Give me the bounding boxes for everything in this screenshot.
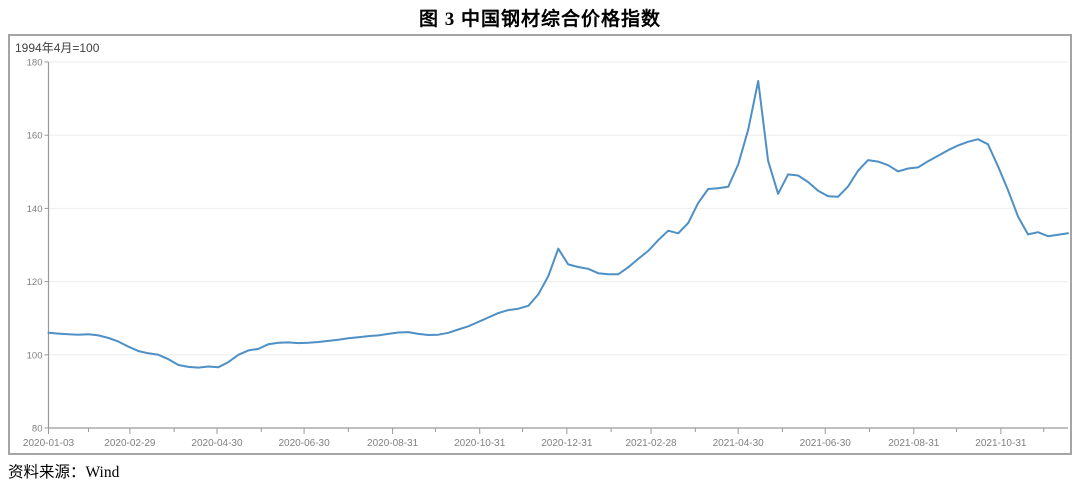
x-axis-label: 2020-12-31 <box>541 438 593 449</box>
price-index-chart: 80 100 120 140 160 180 2020-01-03 2020-02-29 202… <box>23 58 1069 449</box>
y-axis-label: 80 <box>32 424 43 435</box>
x-axis-label: 2020-01-03 <box>23 438 75 449</box>
y-axis-label: 180 <box>27 58 43 69</box>
index-line <box>47 80 1069 369</box>
x-axis-label: 2021-10-31 <box>975 438 1027 449</box>
x-axis-label: 2021-08-31 <box>888 438 940 449</box>
y-axis-label: 120 <box>27 277 43 288</box>
x-axis-label: 2021-06-30 <box>800 438 852 449</box>
x-axis-label: 2020-02-29 <box>104 438 156 449</box>
source-value: Wind <box>85 464 120 481</box>
y-axis-label: 160 <box>27 131 43 142</box>
x-axis-label: 2021-04-30 <box>713 438 765 449</box>
source-note: 资料来源：Wind <box>8 460 119 482</box>
index-base-note: 1994年4月=100 <box>15 41 100 55</box>
x-axis-label: 2021-02-28 <box>625 438 677 449</box>
x-axis-label: 2020-04-30 <box>191 438 243 449</box>
y-axis-label: 140 <box>27 204 43 215</box>
y-axis-label: 100 <box>27 350 43 361</box>
figure-title: 图 3 中国钢材综合价格指数 <box>418 9 661 30</box>
x-axis-label: 2020-08-31 <box>367 438 419 449</box>
x-axis-label: 2020-06-30 <box>279 438 331 449</box>
source-label: 资料来源： <box>8 464 86 481</box>
x-axis-label: 2020-10-31 <box>454 438 506 449</box>
chart-panel: 80 100 120 140 160 180 2020-01-03 2020-02-29 202… <box>8 34 1072 455</box>
